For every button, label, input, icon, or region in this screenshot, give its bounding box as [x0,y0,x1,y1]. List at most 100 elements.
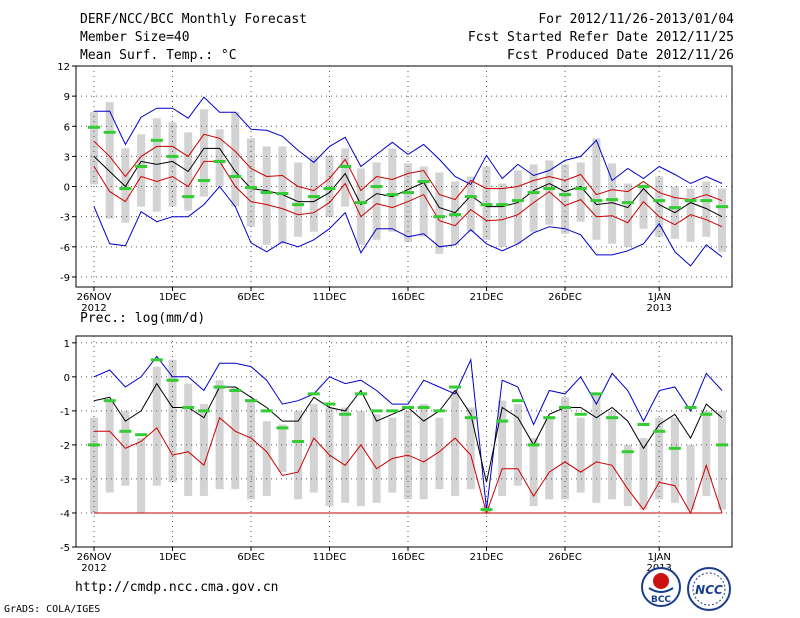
ensemble-box [199,404,208,496]
median-mark [653,199,666,203]
median-mark [103,399,116,403]
median-mark [307,195,320,199]
median-mark [684,199,697,203]
ensemble-box [592,138,601,240]
median-mark [386,409,399,413]
median-mark [527,443,540,447]
median-mark [354,392,367,396]
median-mark [700,412,713,416]
median-mark [606,198,619,202]
ensemble-box [294,162,303,237]
ensemble-box [372,162,381,240]
ensemble-box [482,166,491,240]
plot-frame [75,65,733,288]
ensemble-box [435,172,444,254]
x-tick-label: 16DEC [391,292,425,303]
grads-credit: GrADS: COLA/IGES [4,604,101,615]
median-mark [464,416,477,420]
ensemble-box [686,444,695,510]
source-url[interactable]: http://cmdp.ncc.cma.gov.cn [75,580,279,595]
ensemble-box [184,383,193,496]
median-mark [543,416,556,420]
x-tick-label: 6DEC [237,292,264,303]
x-tick-label: 26NOV [77,292,112,303]
median-mark [166,378,179,382]
y-tick-label: -3 [60,475,70,486]
ensemble-box [247,138,255,227]
median-mark [229,175,242,178]
precip-panel-title: Prec.: log(mm/d) [80,311,205,326]
median-mark [668,446,681,450]
ensemble-box [247,400,255,500]
median-mark [637,185,650,189]
x-tick-label: 26DEC [548,552,582,563]
x-tick-label: 21DEC [470,552,504,563]
series-line-lower [93,160,723,228]
ensemble-box [576,417,585,493]
ensemble-box [608,410,617,500]
median-mark [496,203,509,207]
x-tick-label: 26DEC [548,292,582,303]
ensemble-box [388,148,397,232]
x-tick-label: 16DEC [391,552,425,563]
median-mark [323,402,336,406]
median-mark [559,405,571,409]
y-tick-label: -6 [60,243,70,254]
ensemble-box [105,400,114,493]
median-mark [527,191,540,195]
median-mark [433,409,446,413]
fcst-produced-date: Fcst Produced Date 2012/11/26 [507,48,734,63]
median-mark [449,213,462,217]
forecast-period: For 2012/11/26-2013/01/04 [538,12,734,27]
ensemble-box [498,400,507,496]
ensemble-box [137,438,146,513]
median-mark [354,201,367,205]
median-mark [323,187,336,191]
ensemble-box [388,417,397,493]
median-mark [590,392,603,396]
median-mark [276,426,289,430]
ensemble-box [309,156,318,232]
y-tick-label: 0 [64,373,70,384]
x-tick-year: 2013 [646,303,671,314]
median-mark [559,193,571,197]
ensemble-box [215,380,224,490]
ensemble-box [152,118,161,212]
median-mark [150,358,163,362]
median-mark [464,195,477,199]
ensemble-box [639,438,648,510]
median-mark [637,422,650,426]
series-line-min [93,185,723,267]
ensemble-box [498,183,507,247]
median-mark [307,392,320,396]
bcc-logo-text: BCC [651,595,671,605]
fcst-started-date: Fcst Started Refer Date 2012/11/25 [467,30,734,45]
median-mark [135,433,148,437]
x-tick-label: 11DEC [313,292,347,303]
median-mark [245,399,257,403]
ensemble-box [90,112,98,185]
median-mark [386,193,399,197]
median-mark [197,409,210,413]
x-tick-label: 1JAN [647,552,670,563]
ensemble-box [466,407,475,490]
x-tick-label: 1DEC [159,552,186,563]
y-tick-label: -1 [60,407,70,418]
ensemble-box [513,404,522,486]
median-mark [370,185,383,189]
median-mark [417,180,430,184]
median-mark [245,186,257,190]
ensemble-box [231,387,240,490]
median-mark [213,159,226,163]
series-line-min [94,416,723,515]
ensemble-box [623,183,632,247]
ensemble-box [670,417,679,503]
ensemble-box [121,148,130,223]
ensemble-box [168,122,177,207]
ensemble-box [655,417,664,500]
ensemble-box [137,134,146,207]
x-tick-label: 1DEC [159,292,186,303]
ensemble-box [623,444,632,507]
